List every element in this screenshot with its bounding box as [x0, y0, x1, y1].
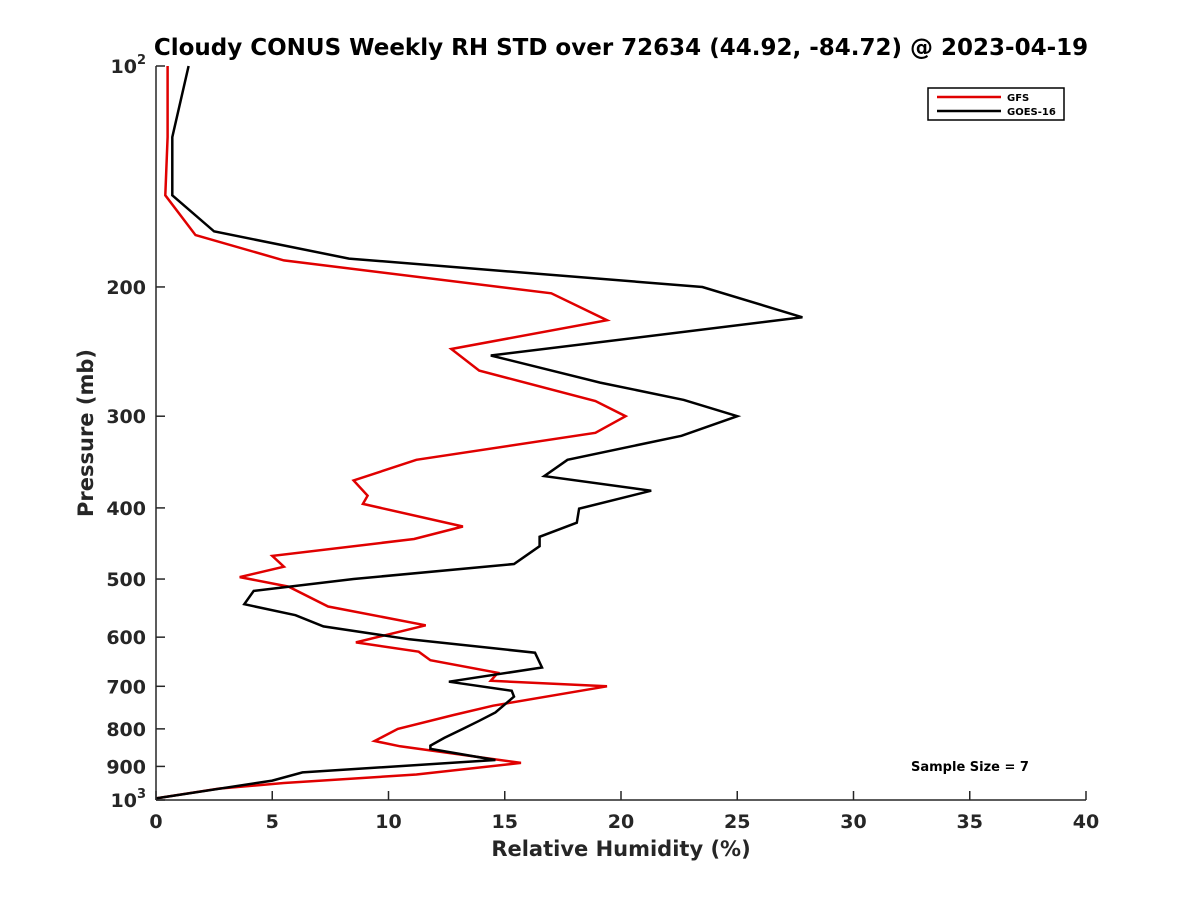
- sample-size-annotation: Sample Size = 7: [911, 760, 1029, 775]
- tick-layer: 0 5 10 15 20 25 30 35 40 102 200 300 400 500 600 700 800…: [106, 53, 1099, 833]
- x-tick-label: 40: [1073, 811, 1099, 833]
- x-tick-label: 0: [149, 811, 162, 833]
- y-axis-label: Pressure (mb): [74, 349, 98, 517]
- x-tick-label: 25: [724, 811, 750, 833]
- y-tick-label: 900: [106, 756, 146, 778]
- x-tick-label: 30: [840, 811, 866, 833]
- legend-gfs-label: GFS: [1007, 93, 1029, 104]
- x-tick-label: 15: [492, 811, 518, 833]
- legend: GFS GOES-16: [927, 87, 1065, 121]
- y-tick-label: 500: [106, 569, 146, 591]
- x-tick-label: 10: [375, 811, 401, 833]
- data-layer: [155, 65, 803, 800]
- y-tick-label: 103: [111, 787, 147, 812]
- series-line-goes-16: [155, 65, 803, 800]
- axes-layer: [155, 66, 1086, 801]
- x-axis-label: Relative Humidity (%): [491, 837, 750, 861]
- y-tick-label: 400: [106, 498, 146, 520]
- x-tick-label: 20: [608, 811, 634, 833]
- series-line-gfs: [155, 66, 629, 800]
- legend-goes16-label: GOES-16: [1007, 107, 1056, 118]
- y-tick-label: 102: [111, 53, 147, 78]
- y-tick-label: 700: [106, 676, 146, 698]
- y-tick-label: 800: [106, 719, 146, 741]
- legend-box: [927, 87, 1065, 121]
- chart-title: Cloudy CONUS Weekly RH STD over 72634 (4…: [154, 35, 1088, 61]
- x-tick-label: 5: [266, 811, 279, 833]
- x-tick-label: 35: [957, 811, 983, 833]
- y-tick-label: 300: [106, 406, 146, 428]
- y-tick-label: 200: [106, 277, 146, 299]
- y-tick-label: 600: [106, 627, 146, 649]
